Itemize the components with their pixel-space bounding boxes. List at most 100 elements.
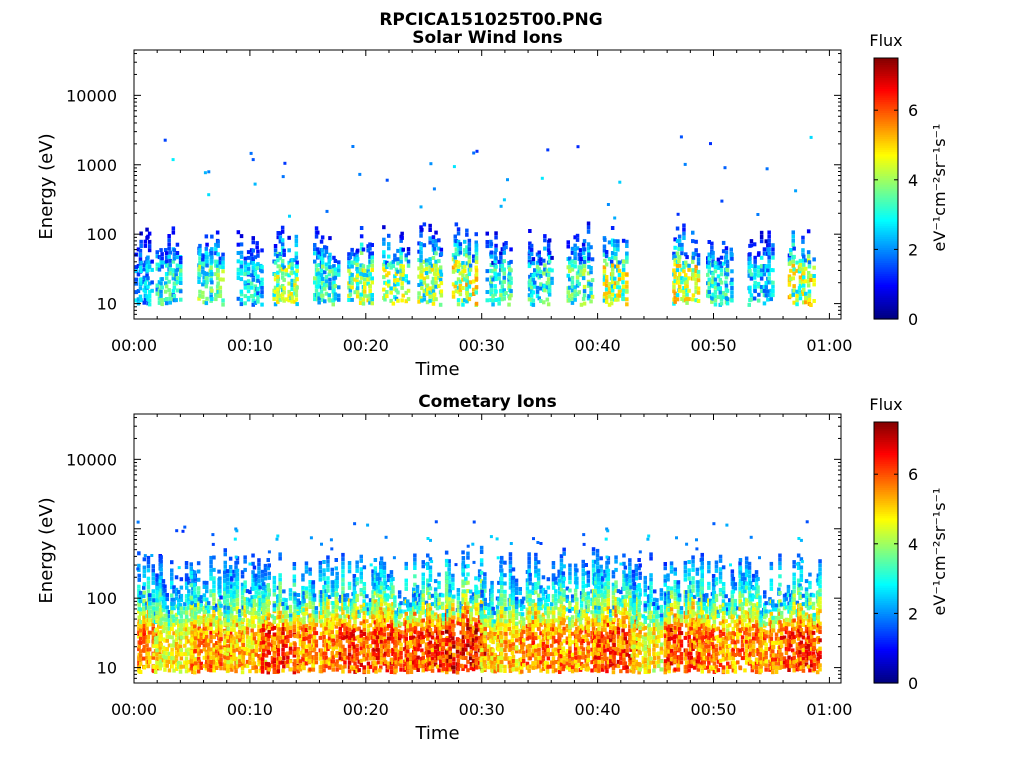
heatmap-cell bbox=[232, 569, 236, 574]
heatmap-cell bbox=[184, 561, 189, 565]
heatmap-cell bbox=[304, 636, 309, 641]
colorbar-segment bbox=[874, 238, 898, 242]
heatmap-cell bbox=[314, 263, 319, 268]
heatmap-cell bbox=[362, 615, 367, 620]
heatmap-cell bbox=[209, 664, 213, 669]
heatmap-cell bbox=[353, 252, 357, 257]
heatmap-cell bbox=[223, 618, 227, 622]
heatmap-cell bbox=[456, 260, 461, 265]
heatmap-cell bbox=[184, 656, 189, 661]
heatmap-cell bbox=[235, 643, 240, 648]
heatmap-cell bbox=[273, 252, 278, 257]
heatmap-cell bbox=[607, 286, 612, 291]
heatmap-cell bbox=[322, 568, 326, 573]
heatmap-cell bbox=[155, 627, 159, 632]
heatmap-cell bbox=[385, 294, 389, 299]
heatmap-cell bbox=[570, 288, 575, 293]
heatmap-cell bbox=[212, 584, 216, 589]
heatmap-cell bbox=[159, 621, 163, 626]
heatmap-cell bbox=[302, 624, 306, 629]
colorbar-segment bbox=[874, 249, 898, 253]
heatmap-cell bbox=[212, 622, 216, 627]
heatmap-cell bbox=[385, 178, 389, 182]
heatmap-cell bbox=[680, 276, 684, 281]
heatmap-cell bbox=[607, 294, 612, 299]
heatmap-cell bbox=[368, 284, 372, 289]
heatmap-cell bbox=[240, 570, 245, 575]
heatmap-cell bbox=[209, 294, 213, 299]
heatmap-cell bbox=[409, 623, 413, 628]
heatmap-cell bbox=[319, 594, 324, 599]
heatmap-cell bbox=[379, 635, 384, 640]
heatmap-cell bbox=[254, 581, 258, 586]
heatmap-cell bbox=[179, 635, 184, 640]
heatmap-cell bbox=[276, 291, 280, 296]
heatmap-cell bbox=[212, 597, 216, 602]
heatmap-cell bbox=[245, 659, 250, 664]
heatmap-cell bbox=[753, 289, 757, 294]
heatmap-cell bbox=[308, 621, 312, 626]
heatmap-cell bbox=[389, 261, 393, 266]
heatmap-cell bbox=[335, 601, 339, 605]
heatmap-cell bbox=[174, 592, 179, 596]
heatmap-cell bbox=[250, 595, 254, 600]
heatmap-cell bbox=[209, 626, 213, 631]
heatmap-cell bbox=[301, 573, 305, 578]
heatmap-cell bbox=[252, 636, 257, 641]
heatmap-cell bbox=[352, 574, 357, 578]
heatmap-cell bbox=[607, 302, 612, 307]
heatmap-cell bbox=[241, 618, 246, 622]
heatmap-cell bbox=[172, 252, 177, 257]
heatmap-cell bbox=[281, 668, 285, 673]
heatmap-cell bbox=[489, 283, 494, 288]
heatmap-cell bbox=[357, 639, 361, 643]
heatmap-cell bbox=[172, 622, 176, 627]
heatmap-cell bbox=[239, 302, 244, 307]
heatmap-cell bbox=[399, 613, 403, 618]
heatmap-cell bbox=[147, 231, 152, 236]
heatmap-cell bbox=[343, 622, 347, 627]
heatmap-cell bbox=[193, 577, 197, 582]
heatmap-cell bbox=[792, 284, 796, 289]
heatmap-cell bbox=[456, 289, 461, 294]
heatmap-cell bbox=[187, 593, 191, 598]
heatmap-cell bbox=[189, 570, 193, 575]
heatmap-cell bbox=[372, 668, 376, 673]
heatmap-cell bbox=[145, 294, 149, 299]
heatmap-cell bbox=[245, 622, 250, 627]
heatmap-cell bbox=[792, 271, 796, 276]
heatmap-cell bbox=[625, 284, 629, 289]
heatmap-cell bbox=[352, 649, 357, 653]
heatmap-cell bbox=[150, 280, 154, 285]
heatmap-cell bbox=[419, 205, 423, 209]
heatmap-cell bbox=[535, 273, 540, 278]
heatmap-cell bbox=[246, 262, 251, 267]
heatmap-cell bbox=[347, 627, 352, 632]
heatmap-cell bbox=[304, 628, 309, 632]
heatmap-cell bbox=[252, 623, 257, 628]
heatmap-cell bbox=[320, 256, 325, 261]
heatmap-cell bbox=[406, 653, 411, 658]
heatmap-cell bbox=[373, 574, 378, 579]
heatmap-cell bbox=[245, 634, 250, 639]
heatmap-cell bbox=[320, 247, 325, 252]
heatmap-cell bbox=[209, 651, 213, 656]
heatmap-cell bbox=[230, 606, 234, 611]
heatmap-cell bbox=[157, 267, 162, 272]
heatmap-cell bbox=[610, 271, 615, 276]
heatmap-cell bbox=[170, 635, 174, 640]
heatmap-cell bbox=[221, 265, 225, 270]
heatmap-cell bbox=[748, 289, 752, 294]
heatmap-cell bbox=[491, 260, 495, 265]
heatmap-cell bbox=[134, 265, 139, 270]
heatmap-cell bbox=[527, 293, 532, 298]
heatmap-cell bbox=[187, 576, 191, 581]
heatmap-cell bbox=[243, 294, 248, 299]
heatmap-cell bbox=[251, 240, 255, 245]
heatmap-cell bbox=[160, 252, 164, 257]
heatmap-cell bbox=[353, 590, 357, 595]
heatmap-cell bbox=[202, 585, 207, 589]
heatmap-cell bbox=[677, 280, 681, 285]
heatmap-cell bbox=[422, 276, 427, 281]
heatmap-cell bbox=[260, 265, 264, 270]
